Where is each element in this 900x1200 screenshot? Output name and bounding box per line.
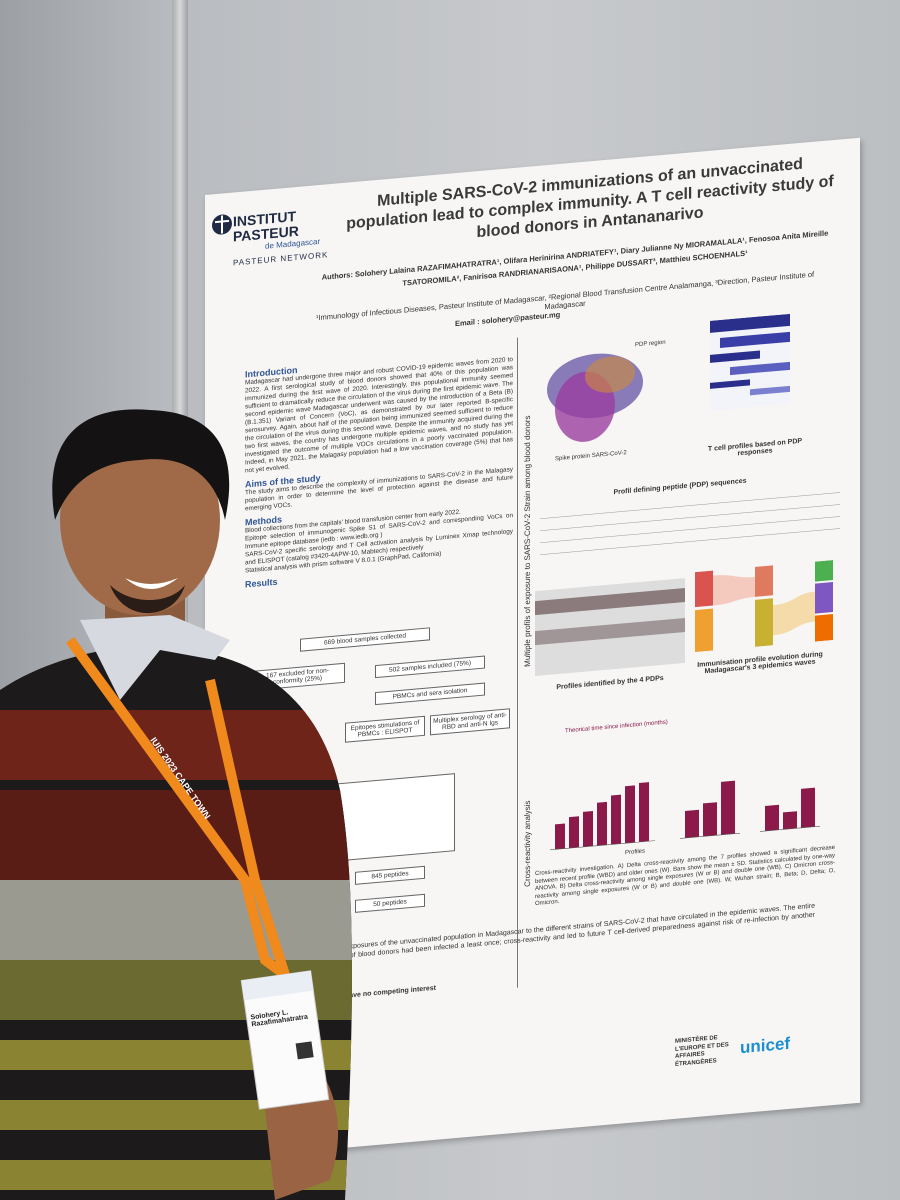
profile-table-image <box>535 578 685 677</box>
collar <box>80 615 230 700</box>
hair <box>52 409 230 520</box>
smile <box>125 578 178 589</box>
heatmap-image <box>710 313 790 411</box>
sweater <box>0 646 352 1200</box>
badge-qr <box>295 1041 314 1060</box>
logo-icon <box>212 214 232 235</box>
badge-header <box>241 970 314 1001</box>
badge: Solohery L. Razafimahatratra <box>240 970 330 1110</box>
poster: INSTITUT PASTEUR de Madagascar PASTEUR N… <box>205 137 860 1160</box>
face <box>60 425 220 615</box>
lanyard <box>65 637 295 989</box>
bar-charts-image <box>550 780 820 851</box>
beard <box>110 585 185 614</box>
spike-protein-image <box>547 353 643 442</box>
sequence-table-image <box>540 492 840 555</box>
sankey-image <box>695 560 833 653</box>
